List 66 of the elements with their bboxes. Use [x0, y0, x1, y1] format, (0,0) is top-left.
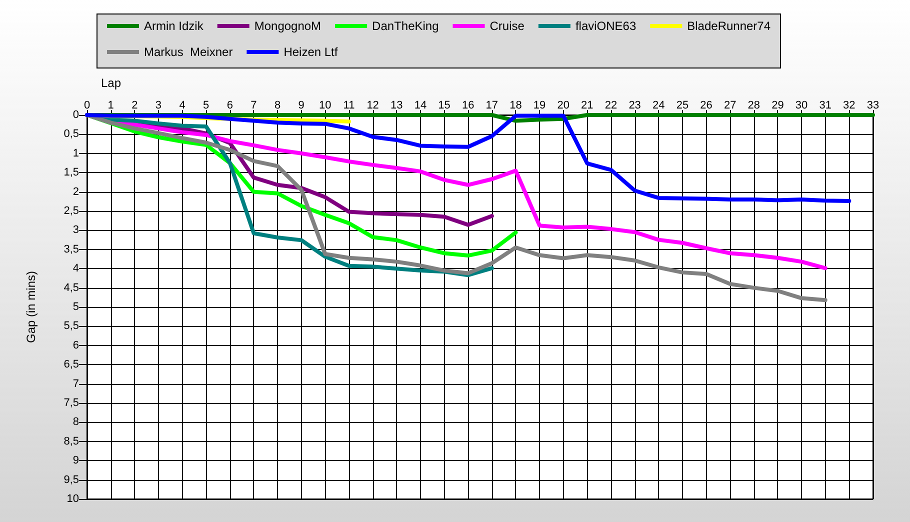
legend-label: flaviONE63: [575, 19, 636, 33]
y-tick-label: 3,5: [64, 243, 79, 256]
x-tick-label: 12: [366, 100, 379, 112]
x-tick-label: 0: [84, 100, 90, 112]
y-tick-label: 2,5: [64, 205, 79, 217]
x-tick-label: 6: [226, 100, 233, 112]
y-tick-label: 4: [72, 262, 79, 275]
y-tick-label: 0: [72, 109, 79, 121]
y-tick-label: 8,5: [64, 435, 79, 448]
x-tick-label: 33: [866, 100, 880, 112]
line-series: [85, 113, 852, 204]
x-tick-label: 31: [819, 100, 832, 112]
x-tick-label: 30: [795, 100, 808, 112]
y-tick-label: 7,5: [64, 397, 79, 409]
x-tick-label: 13: [390, 100, 403, 112]
x-tick-label: 29: [772, 100, 784, 112]
y-tick-label: 6,5: [64, 358, 79, 371]
x-tick-label: 21: [581, 100, 594, 112]
x-tick-label: 4: [179, 100, 186, 112]
x-tick-label: 25: [676, 100, 689, 112]
x-tick-label: 10: [319, 100, 332, 112]
x-tick-label: 16: [462, 100, 474, 112]
x-tick-label: 22: [604, 100, 618, 112]
x-tick-label: 19: [533, 100, 546, 112]
x-tick-label: 9: [298, 100, 304, 112]
y-tick-label: 9,5: [64, 474, 79, 486]
legend-label: MongognoM: [254, 19, 322, 33]
x-tick-label: 27: [724, 100, 736, 112]
x-tick-label: 14: [414, 100, 427, 112]
y-tick-label: 9: [72, 454, 79, 467]
x-axis-title: Lap: [101, 76, 122, 90]
x-tick-label: 28: [748, 100, 760, 112]
y-tick-label: 1,5: [64, 166, 79, 179]
y-tick-label: 6: [72, 339, 79, 352]
legend-label: Markus Meixner: [144, 45, 233, 59]
x-tick-label: 5: [203, 100, 210, 112]
x-tick-label: 23: [628, 100, 641, 112]
y-tick-label: 10: [66, 493, 79, 505]
legend-label: Cruise: [490, 19, 525, 33]
y-tick-label: 4,5: [64, 282, 79, 294]
x-tick-label: 17: [486, 100, 498, 112]
x-tick-label: 8: [274, 100, 281, 112]
x-tick-label: 20: [557, 100, 570, 112]
legend-label: Armin Idzik: [144, 19, 204, 33]
y-tick-label: 3: [72, 224, 79, 236]
legend-label: BladeRunner74: [687, 19, 771, 33]
y-tick-label: 8: [72, 416, 79, 428]
y-tick-label: 5,5: [64, 320, 79, 332]
legend-label: DanTheKing: [372, 19, 439, 33]
x-tick-label: 7: [250, 100, 257, 112]
y-tick-label: 1: [72, 147, 79, 160]
y-tick-label: 7: [72, 378, 79, 390]
x-tick-label: 24: [652, 100, 665, 112]
y-axis-title: Gap (in mins): [24, 270, 38, 344]
x-tick-label: 26: [700, 100, 712, 112]
x-tick-label: 18: [510, 100, 522, 112]
x-tick-label: 1: [108, 100, 114, 112]
y-tick-label: 0,5: [64, 128, 79, 140]
x-tick-label: 11: [343, 100, 355, 112]
x-tick-label: 32: [843, 100, 856, 112]
y-tick-label: 5: [72, 301, 79, 313]
legend-label: Heizen Ltf: [284, 45, 338, 59]
x-tick-label: 2: [132, 100, 138, 112]
x-tick-label: 3: [155, 100, 162, 112]
y-tick-label: 2: [72, 186, 79, 198]
x-tick-label: 15: [438, 100, 450, 112]
